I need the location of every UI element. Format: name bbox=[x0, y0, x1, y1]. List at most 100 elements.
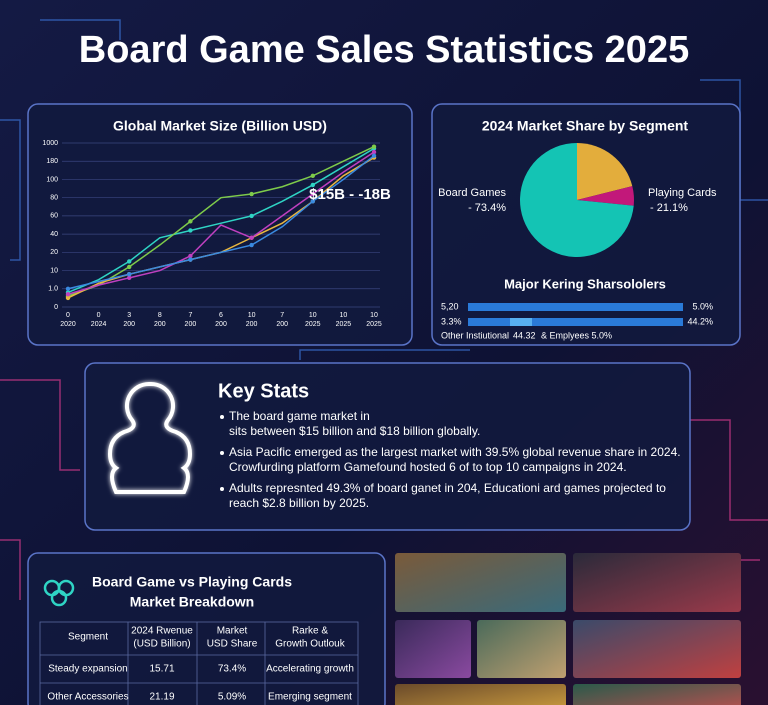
bullet bbox=[220, 415, 224, 419]
bar-segment bbox=[510, 318, 532, 326]
pie-slice bbox=[577, 143, 633, 200]
value-label: - 21.1% bbox=[650, 202, 688, 214]
bullet-text: Crowfurding platform Gamefound hosted 6 … bbox=[229, 460, 627, 474]
table-header: USD Share bbox=[207, 639, 258, 650]
point bbox=[127, 264, 132, 270]
bullet bbox=[220, 451, 224, 455]
row-label: 5,20 bbox=[441, 301, 459, 311]
photo-grid bbox=[395, 553, 741, 705]
page-title: Board Game Sales Statistics 2025 bbox=[79, 29, 689, 71]
table-cell: 73.4% bbox=[218, 664, 246, 675]
y-tick-label: 60 bbox=[50, 213, 58, 220]
annotation: $15B - -18B bbox=[309, 186, 391, 203]
x-tick-label: 200 bbox=[276, 321, 288, 328]
y-tick-label: 1000 bbox=[42, 140, 58, 147]
point bbox=[310, 182, 315, 188]
x-tick-label: 2024 bbox=[91, 321, 107, 328]
x-tick-label: 6 bbox=[219, 312, 223, 319]
point bbox=[249, 191, 254, 197]
x-tick-label: 7 bbox=[188, 312, 192, 319]
point bbox=[127, 259, 132, 264]
photo bbox=[395, 684, 566, 705]
point bbox=[310, 191, 315, 197]
table-header: Segment bbox=[68, 632, 108, 643]
x-tick-label: 7 bbox=[280, 312, 284, 319]
chart-title: 2024 Market Share by Segment bbox=[482, 118, 689, 134]
bullet bbox=[220, 487, 224, 491]
stats-title: Key Stats bbox=[218, 380, 309, 402]
stats-panel bbox=[84, 362, 691, 531]
point bbox=[127, 275, 132, 281]
pie-slice bbox=[520, 143, 634, 257]
x-tick-label: 2025 bbox=[336, 321, 352, 328]
pie-slice bbox=[577, 186, 635, 206]
table-panel bbox=[27, 552, 386, 705]
photo bbox=[573, 684, 741, 705]
y-tick-label: 40 bbox=[50, 231, 58, 238]
point bbox=[65, 295, 71, 301]
bullet-text: Adults represnted 49.3% of board ganet i… bbox=[229, 481, 666, 495]
legend-label: Board Games bbox=[438, 187, 506, 199]
section-title: Major Kering Sharsololers bbox=[504, 276, 666, 291]
x-tick-label: 200 bbox=[123, 321, 135, 328]
x-tick-label: 0 bbox=[97, 312, 101, 319]
legend-label: Playing Cards bbox=[648, 187, 717, 199]
x-tick-label: 10 bbox=[370, 312, 378, 319]
table-cell: 15.71 bbox=[149, 664, 174, 675]
table-header: 2024 Rwenue bbox=[131, 626, 193, 637]
point bbox=[249, 242, 254, 248]
x-tick-label: 200 bbox=[154, 321, 166, 328]
x-tick-label: 2025 bbox=[305, 321, 321, 328]
table-cell: Accelerating growth bbox=[266, 664, 354, 675]
line-series bbox=[67, 145, 375, 297]
y-tick-label: 10 bbox=[50, 267, 58, 274]
y-tick-label: 20 bbox=[50, 249, 58, 256]
row-value: 44.2% bbox=[687, 316, 713, 326]
x-tick-label: 10 bbox=[340, 312, 348, 319]
y-tick-label: 0 bbox=[54, 304, 58, 311]
line-series bbox=[67, 151, 375, 295]
chart-title: Global Market Size (Billion USD) bbox=[113, 118, 327, 134]
x-tick-label: 8 bbox=[158, 312, 162, 319]
footer-text: 44.32 bbox=[513, 330, 536, 340]
table-cell: 21.19 bbox=[149, 692, 174, 703]
x-tick-label: 200 bbox=[246, 321, 258, 328]
point bbox=[310, 199, 315, 204]
table-title: Market Breakdown bbox=[130, 594, 254, 610]
point bbox=[188, 228, 193, 233]
photo bbox=[573, 553, 741, 612]
photo bbox=[395, 620, 471, 678]
bar bbox=[468, 303, 683, 311]
bullet-text: Asia Pacific emerged as the largest mark… bbox=[229, 445, 681, 459]
x-tick-label: 200 bbox=[215, 321, 227, 328]
value-label: - 73.4% bbox=[468, 202, 506, 214]
point bbox=[65, 292, 71, 297]
line-series bbox=[67, 147, 375, 294]
y-tick-label: 80 bbox=[50, 195, 58, 202]
point bbox=[188, 219, 193, 224]
y-tick-label: 100 bbox=[46, 176, 58, 183]
footer-text: & Emplyees 5.0% bbox=[541, 330, 612, 340]
table-title: Board Game vs Playing Cards bbox=[92, 574, 292, 590]
row-label: 3.3% bbox=[441, 316, 462, 326]
pawn-icon bbox=[107, 381, 193, 494]
mascot-icon bbox=[43, 579, 75, 607]
photo bbox=[395, 553, 566, 612]
table-body bbox=[39, 621, 359, 705]
x-tick-label: 200 bbox=[185, 321, 197, 328]
table-cell: Steady expansion bbox=[48, 664, 128, 675]
row-value: 5.0% bbox=[692, 301, 713, 311]
footer-text: Other Instiutional bbox=[441, 330, 509, 340]
bullet-text: reach $2.8 billion by 2025. bbox=[229, 496, 369, 510]
point bbox=[371, 144, 377, 149]
photo bbox=[477, 620, 566, 678]
x-tick-label: 0 bbox=[66, 312, 70, 319]
y-tick-label: 180 bbox=[46, 158, 58, 165]
bullet-text: The board game market in bbox=[229, 409, 370, 423]
point bbox=[188, 257, 193, 262]
point bbox=[188, 253, 193, 259]
point bbox=[371, 153, 377, 158]
x-tick-label: 10 bbox=[309, 312, 317, 319]
x-tick-label: 2025 bbox=[366, 321, 382, 328]
